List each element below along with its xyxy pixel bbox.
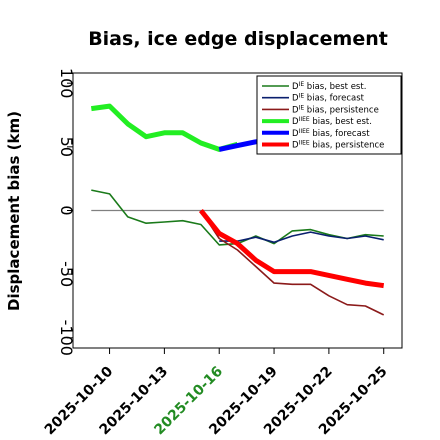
series-layer — [90, 103, 385, 316]
legend-entry: DIIEE bias, forecast — [292, 128, 370, 139]
series-line-1 — [91, 189, 384, 246]
legend-box — [256, 75, 402, 155]
legend: DIE bias, best est.DIE bias, forecastDIE… — [256, 75, 402, 155]
legend-entry: DIE bias, persistence — [292, 104, 379, 115]
y-axis-label: Displacement bias (km) — [5, 111, 23, 311]
y-tick-label: 50 — [57, 137, 76, 157]
series-line-2 — [219, 231, 384, 244]
series-line-3 — [200, 210, 385, 316]
chart-title: Bias, ice edge displacement — [88, 28, 388, 50]
y-tick-label: -100 — [57, 320, 76, 356]
x-axis: 2025-10-102025-10-132025-10-162025-10-19… — [42, 347, 391, 438]
series-line-6 — [198, 208, 385, 289]
y-tick-label: -50 — [57, 261, 76, 287]
legend-entry: DIIEE bias, persistence — [292, 140, 384, 151]
legend-entry: DIE bias, best est. — [292, 81, 366, 92]
y-axis: 100 50 0 -50 -100 — [57, 68, 76, 356]
legend-entry: DIE bias, forecast — [292, 93, 365, 104]
y-tick-label: 0 — [57, 205, 76, 215]
y-tick-label: 100 — [57, 68, 76, 99]
legend-entry: DIIEE bias, best est. — [292, 116, 372, 127]
series-line-4 — [90, 103, 239, 152]
